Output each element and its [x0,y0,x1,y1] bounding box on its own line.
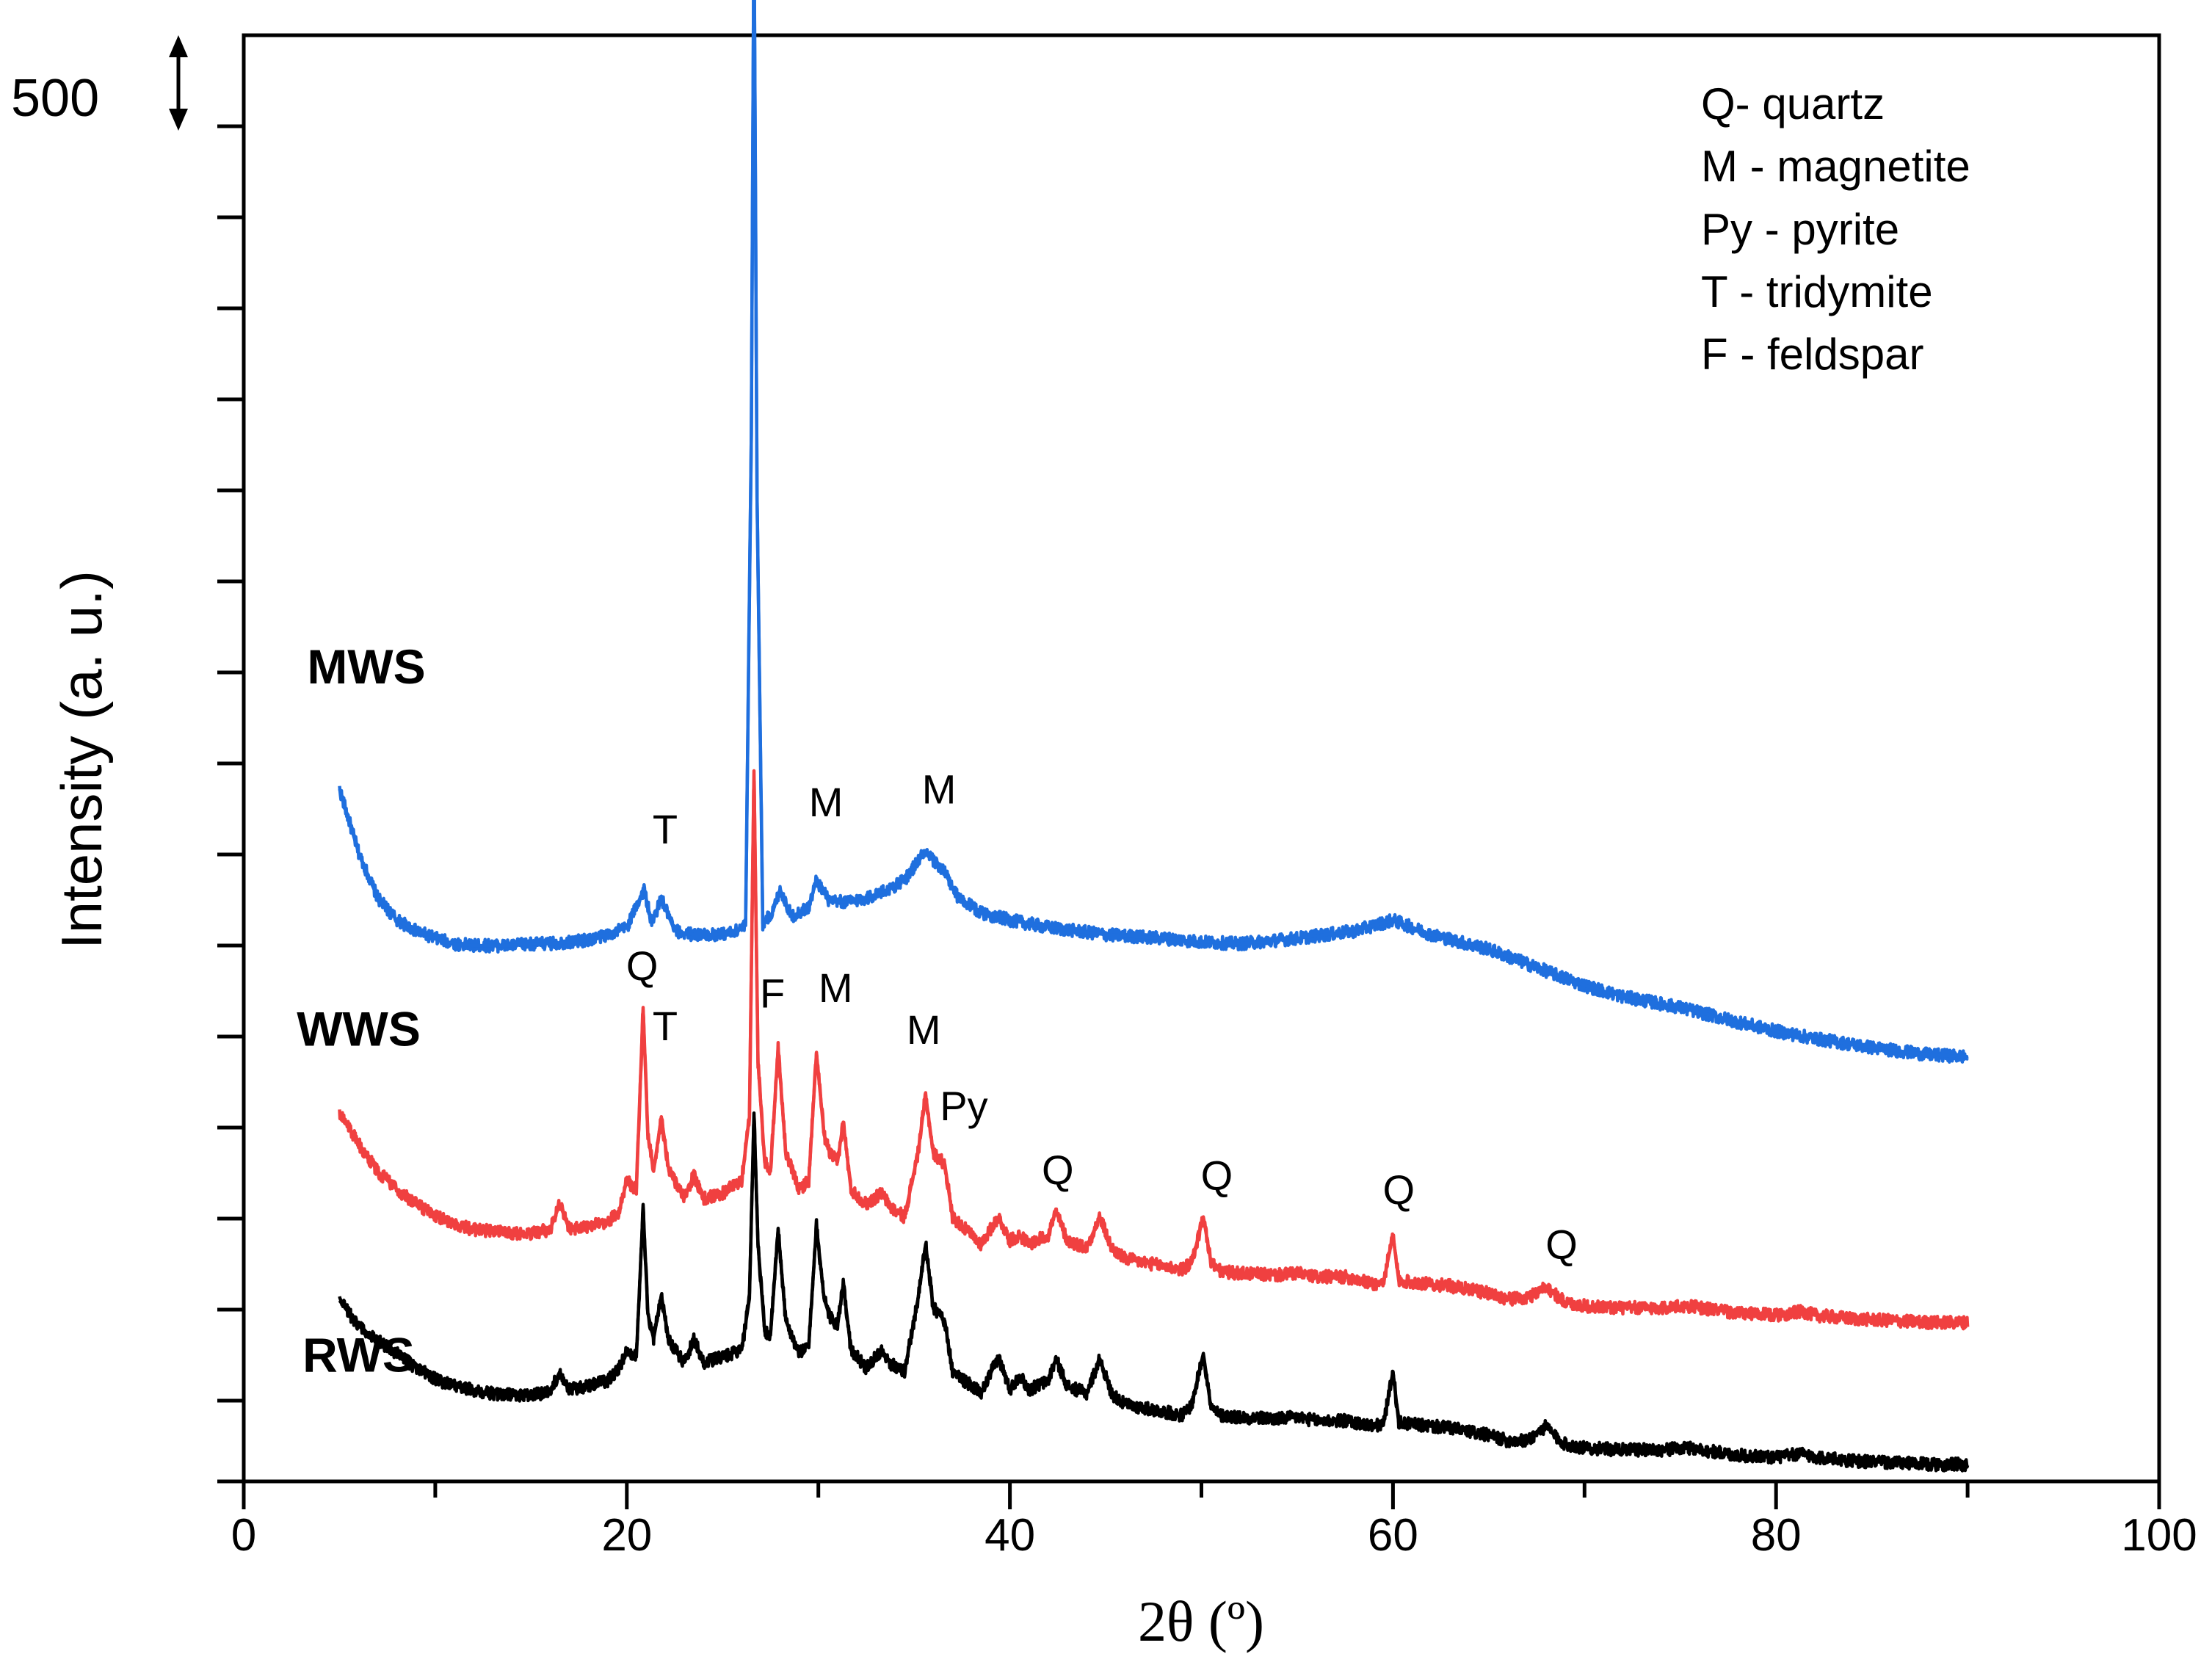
legend-entry: Q- quartz [1701,79,1885,128]
legend-entry: Py - pyrite [1701,205,1899,254]
series-group [338,0,1970,1473]
series-peaks-mws [338,0,1968,1059]
peak-label: Q [1382,1166,1415,1213]
y-axis-ticks [217,124,244,1484]
y-scale-marker: 500 [11,35,188,131]
peak-label: Py [940,1083,987,1129]
peak-label: M [819,965,853,1011]
series-labels: MWS WWS RWS [297,639,425,1382]
peak-label: Q [1545,1222,1578,1268]
series-label: MWS [307,639,425,694]
peak-label: T [653,1003,678,1049]
y-axis-title: Intensity (a. u.) [49,570,114,949]
peak-annotations: QTMMQTFMMPyQQQQ [626,766,1578,1268]
x-tick-label: 60 [1368,1510,1418,1561]
peak-label: T [653,806,678,852]
x-tick-label: 20 [601,1510,652,1561]
peak-label: M [907,1006,941,1053]
x-tick-label: 40 [984,1510,1035,1561]
legend-entry: T - tridymite [1701,267,1933,316]
peak-label: Q [1201,1152,1233,1198]
series-peaks-rws [338,1111,1968,1467]
peak-label: M [922,766,957,813]
series-peaks-wws [338,769,1968,1324]
x-axis-title: 2θ (º) [1138,1589,1264,1653]
peak-label: Q [1042,1147,1074,1193]
x-tick-label: 100 [2121,1510,2197,1561]
y-scale-label: 500 [11,69,99,128]
peak-label: M [809,779,844,825]
series-label: RWS [302,1327,415,1382]
legend: Q- quartz M - magnetite Py - pyrite T - … [1701,79,1970,379]
x-axis-ticks: 0 20 40 60 80 100 [231,1481,2197,1561]
legend-entry: F - feldspar [1701,330,1923,379]
peak-label: F [760,970,785,1016]
x-tick-label: 80 [1751,1510,1802,1561]
peak-label: Q [626,943,659,989]
x-tick-label: 0 [231,1510,256,1561]
series-label: WWS [297,1001,421,1056]
legend-entry: M - magnetite [1701,142,1970,191]
